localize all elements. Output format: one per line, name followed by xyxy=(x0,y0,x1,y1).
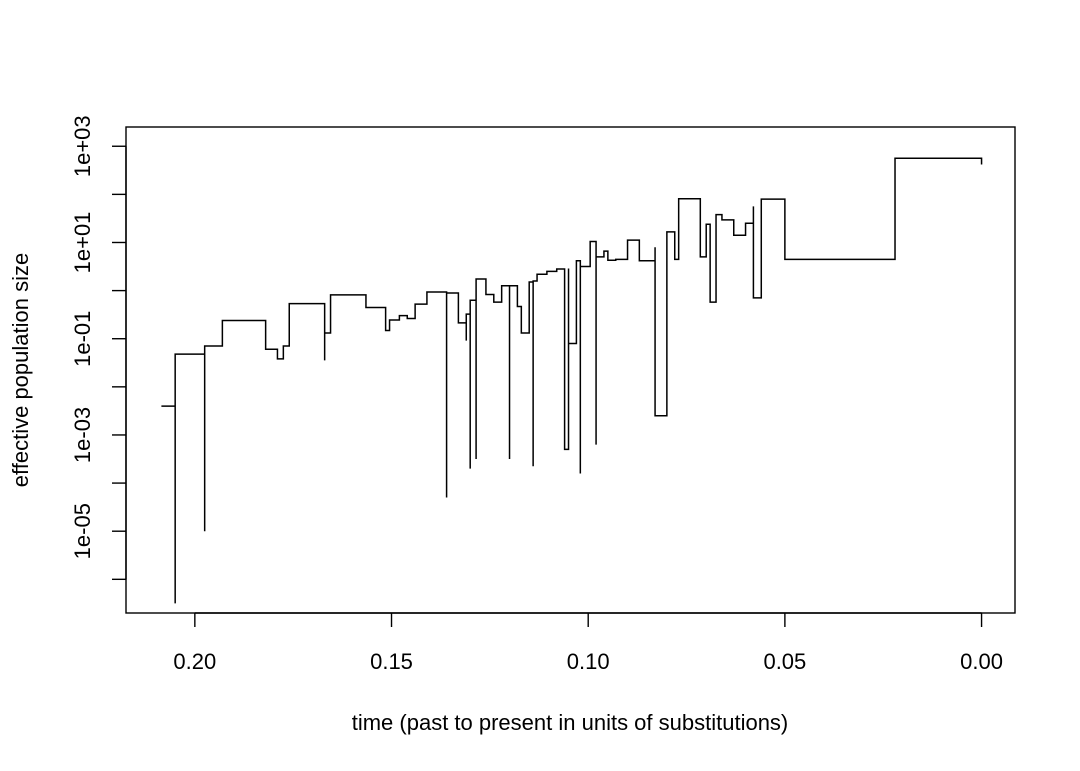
plot-frame xyxy=(125,126,1016,614)
x-tick-label: 0.15 xyxy=(370,649,413,674)
x-tick-label: 0.00 xyxy=(960,649,1003,674)
x-axis-label: time (past to present in units of substi… xyxy=(352,710,789,735)
y-axis-label: effective population size xyxy=(8,253,33,487)
y-tick-label: 1e+03 xyxy=(70,115,95,177)
x-tick-label: 0.05 xyxy=(763,649,806,674)
series-layer xyxy=(161,157,983,604)
skyline-series-line xyxy=(161,157,983,604)
y-tick-label: 1e-05 xyxy=(70,503,95,559)
x-tick-label: 0.10 xyxy=(567,649,610,674)
y-tick-label: 1e-03 xyxy=(70,407,95,463)
y-tick-label: 1e-01 xyxy=(70,311,95,367)
y-axis: 1e+03 1e+01 1e-01 1e-03 1e-05 xyxy=(70,115,127,581)
y-tick-label: 1e+01 xyxy=(70,212,95,274)
x-axis: 0.20 0.15 0.10 0.05 0.00 xyxy=(173,612,1003,674)
x-tick-label: 0.20 xyxy=(173,649,216,674)
